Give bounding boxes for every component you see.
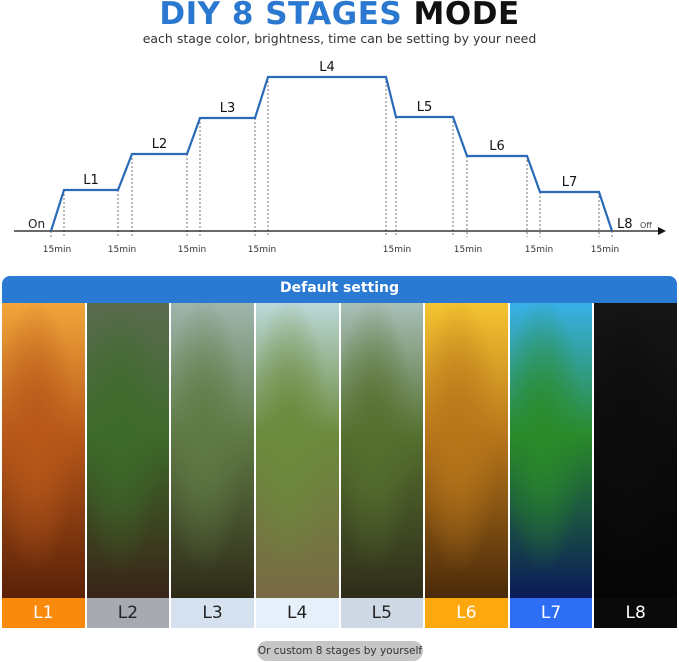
stage-panel-l6: L6 xyxy=(425,303,508,628)
stage-panel-l8: L8 xyxy=(594,303,677,628)
aquarium-scene-image xyxy=(171,303,254,598)
aquarium-scene-image xyxy=(425,303,508,598)
stage-label-badge: L6 xyxy=(425,598,508,628)
stage-label-badge: L7 xyxy=(509,598,593,628)
stage-label-l7: L7 xyxy=(562,175,578,190)
stage-label-badge: L1 xyxy=(2,598,85,628)
stage-panel-l1: L1 xyxy=(2,303,85,628)
stage-label-l1: L1 xyxy=(83,173,99,188)
ramp-duration-label: 15min xyxy=(591,245,619,255)
ramp-duration-label: 15min xyxy=(248,245,276,255)
stage-label-l2: L2 xyxy=(152,137,168,152)
default-setting-header: Default setting xyxy=(2,276,677,303)
stage-panel-l3: L3 xyxy=(171,303,254,628)
stage-panel-l7: L7 xyxy=(509,303,593,628)
stage-label-l8: L8 xyxy=(617,217,633,232)
stage-label-badge: L3 xyxy=(171,598,254,628)
ramp-duration-label: 15min xyxy=(108,245,136,255)
subtitle: each stage color, brightness, time can b… xyxy=(142,31,537,46)
stage-label-badge: L8 xyxy=(594,598,677,628)
axis-arrow-icon xyxy=(658,227,666,235)
ramp-duration-label: 15min xyxy=(525,245,553,255)
ramp-duration-label: 15min xyxy=(454,245,482,255)
stage-panel-l4: L4 xyxy=(255,303,339,628)
custom-stages-button[interactable]: Or custom 8 stages by yourself xyxy=(257,641,423,661)
stage-label-badge: L5 xyxy=(340,598,424,628)
on-label: On xyxy=(28,217,45,231)
aquarium-scene-image xyxy=(509,303,593,598)
stage-label-l4: L4 xyxy=(319,60,335,75)
stage-diagram: On L1 L2 L3 L4 L5 L6 L7 L8 Off 15min 15min 15min 15mi… xyxy=(14,60,666,255)
stage-panel-l2: L2 xyxy=(86,303,170,628)
stage-label-l3: L3 xyxy=(220,101,236,116)
stage-label-l6: L6 xyxy=(489,139,505,154)
ramp-duration-label: 15min xyxy=(383,245,411,255)
stage-label-badge: L4 xyxy=(255,598,339,628)
stage-panels: L1 L2 L3 L4 L5 L6 L7 L8 xyxy=(2,303,677,628)
off-label: Off xyxy=(640,221,652,230)
stage-label-badge: L2 xyxy=(86,598,170,628)
aquarium-scene-image xyxy=(255,303,339,598)
stage-panel-l5: L5 xyxy=(340,303,424,628)
aquarium-scene-image xyxy=(340,303,424,598)
aquarium-scene-image xyxy=(594,303,677,598)
stage-label-l5: L5 xyxy=(417,100,433,115)
aquarium-scene-image xyxy=(2,303,85,598)
ramp-duration-label: 15min xyxy=(178,245,206,255)
ramp-duration-label: 15min xyxy=(43,245,71,255)
aquarium-scene-image xyxy=(86,303,170,598)
brightness-line xyxy=(49,75,614,232)
page-title: DIY 8 STAGES MODE xyxy=(159,0,520,32)
